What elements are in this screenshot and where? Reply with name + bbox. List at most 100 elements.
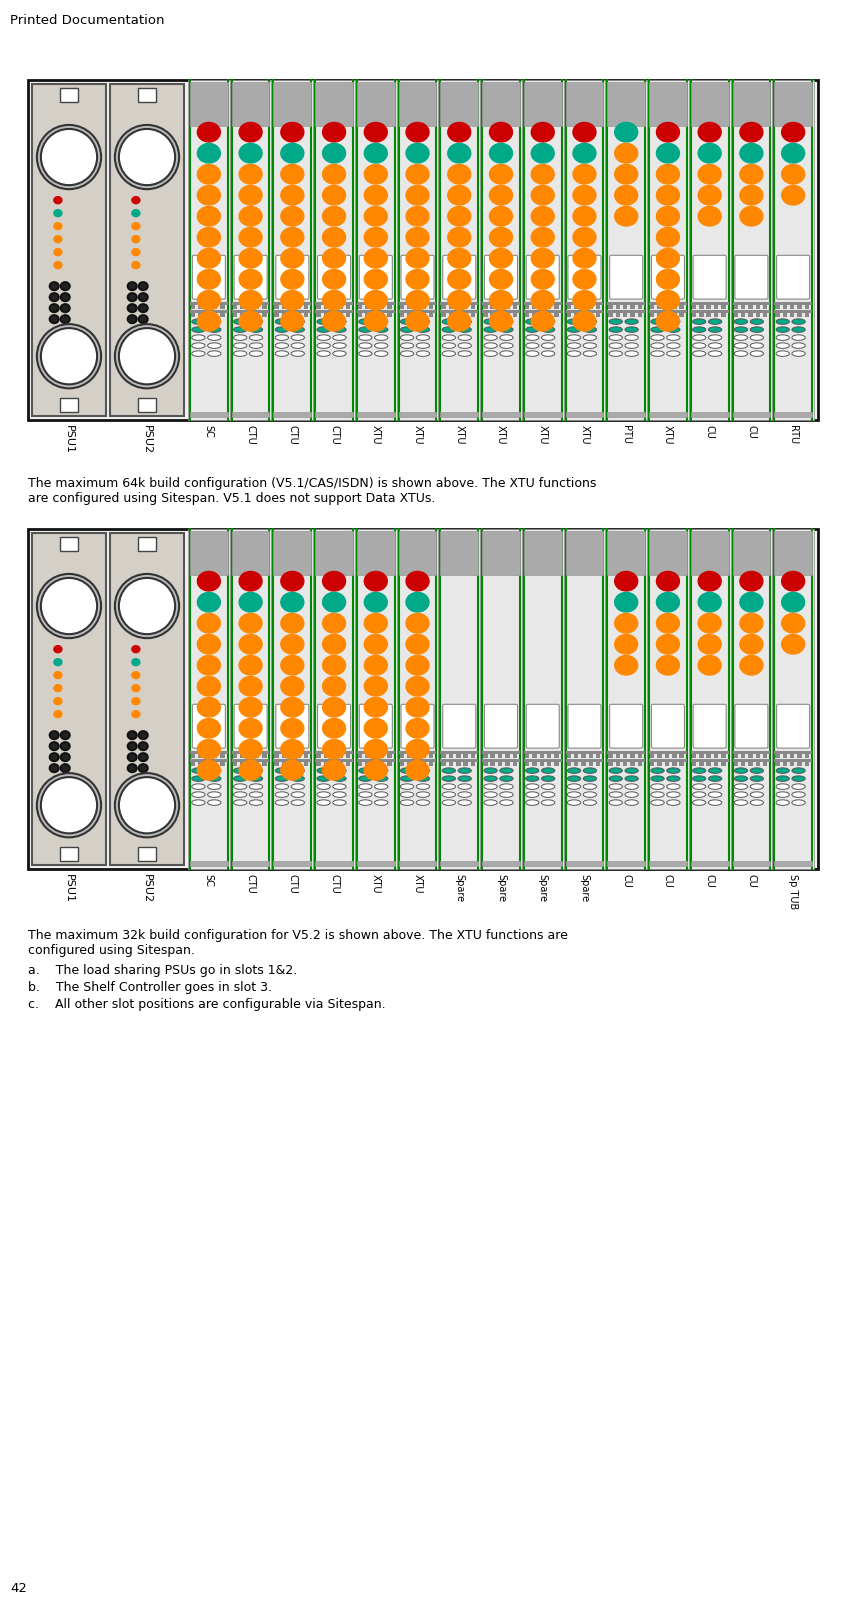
Ellipse shape	[781, 572, 803, 591]
Bar	[28, 529, 817, 869]
Bar	[220, 754, 225, 757]
Bar	[622, 762, 627, 765]
Ellipse shape	[239, 740, 262, 759]
FancyBboxPatch shape	[609, 705, 642, 748]
Ellipse shape	[316, 320, 330, 324]
Text: XTU: XTU	[579, 425, 589, 444]
Ellipse shape	[484, 336, 496, 340]
Bar	[313, 80, 354, 420]
Ellipse shape	[441, 801, 455, 805]
Ellipse shape	[239, 634, 262, 654]
Bar	[273, 81, 311, 126]
Bar	[28, 80, 817, 420]
Ellipse shape	[61, 764, 69, 772]
Bar	[331, 762, 335, 765]
Ellipse shape	[192, 793, 205, 797]
Ellipse shape	[484, 769, 496, 773]
Bar	[774, 313, 779, 316]
Ellipse shape	[197, 655, 220, 674]
Ellipse shape	[364, 614, 387, 633]
Bar	[372, 754, 376, 757]
Bar	[773, 759, 811, 762]
Ellipse shape	[749, 344, 763, 348]
Bar	[191, 313, 195, 316]
Bar	[679, 305, 683, 308]
Ellipse shape	[239, 312, 262, 331]
Ellipse shape	[692, 801, 705, 805]
Ellipse shape	[531, 227, 554, 248]
Bar	[740, 305, 744, 308]
Ellipse shape	[280, 291, 304, 310]
Ellipse shape	[406, 593, 429, 612]
Bar	[554, 762, 558, 765]
Ellipse shape	[322, 719, 345, 738]
Ellipse shape	[749, 352, 763, 356]
Ellipse shape	[541, 801, 555, 805]
Bar	[240, 313, 244, 316]
Bar	[438, 529, 479, 869]
Bar	[566, 313, 571, 316]
Ellipse shape	[138, 292, 148, 300]
Ellipse shape	[400, 352, 414, 356]
Bar	[470, 754, 474, 757]
Bar	[482, 531, 519, 575]
Bar	[231, 310, 269, 313]
Ellipse shape	[416, 785, 429, 789]
Bar	[421, 754, 425, 757]
Ellipse shape	[447, 312, 470, 331]
Ellipse shape	[484, 785, 496, 789]
Bar	[190, 861, 228, 866]
Ellipse shape	[447, 227, 470, 248]
Bar	[190, 751, 228, 754]
Ellipse shape	[374, 777, 387, 781]
Bar	[296, 305, 300, 308]
Ellipse shape	[457, 793, 471, 797]
Ellipse shape	[280, 123, 304, 142]
Bar	[463, 313, 468, 316]
Bar	[315, 81, 353, 126]
Bar	[338, 762, 343, 765]
Bar	[213, 305, 217, 308]
Bar	[797, 313, 801, 316]
Ellipse shape	[316, 801, 330, 805]
Bar	[563, 529, 604, 869]
Ellipse shape	[531, 206, 554, 225]
Bar	[671, 305, 676, 308]
Ellipse shape	[197, 697, 220, 718]
Ellipse shape	[406, 227, 429, 248]
Ellipse shape	[280, 655, 304, 674]
Bar	[532, 754, 536, 757]
Ellipse shape	[61, 304, 69, 312]
Ellipse shape	[290, 793, 304, 797]
Bar	[648, 81, 686, 126]
Bar	[262, 762, 266, 765]
Bar	[345, 305, 349, 308]
Ellipse shape	[138, 732, 148, 740]
Ellipse shape	[707, 344, 721, 348]
Ellipse shape	[566, 801, 580, 805]
Text: CTU: CTU	[246, 874, 255, 893]
Ellipse shape	[614, 572, 637, 591]
Ellipse shape	[499, 777, 512, 781]
Bar	[691, 313, 695, 316]
Ellipse shape	[733, 320, 747, 324]
Ellipse shape	[650, 769, 663, 773]
FancyBboxPatch shape	[692, 705, 725, 748]
Ellipse shape	[197, 270, 220, 289]
Bar	[398, 531, 436, 575]
Bar	[608, 313, 612, 316]
Ellipse shape	[572, 270, 595, 289]
Ellipse shape	[499, 352, 512, 356]
Bar	[414, 754, 419, 757]
Ellipse shape	[406, 676, 429, 697]
Bar	[690, 310, 728, 313]
Ellipse shape	[138, 753, 148, 761]
Bar	[356, 310, 394, 313]
Ellipse shape	[733, 352, 747, 356]
Ellipse shape	[400, 344, 414, 348]
Ellipse shape	[119, 777, 175, 834]
Ellipse shape	[625, 793, 637, 797]
Ellipse shape	[364, 249, 387, 268]
Bar	[773, 751, 811, 754]
Ellipse shape	[775, 777, 788, 781]
